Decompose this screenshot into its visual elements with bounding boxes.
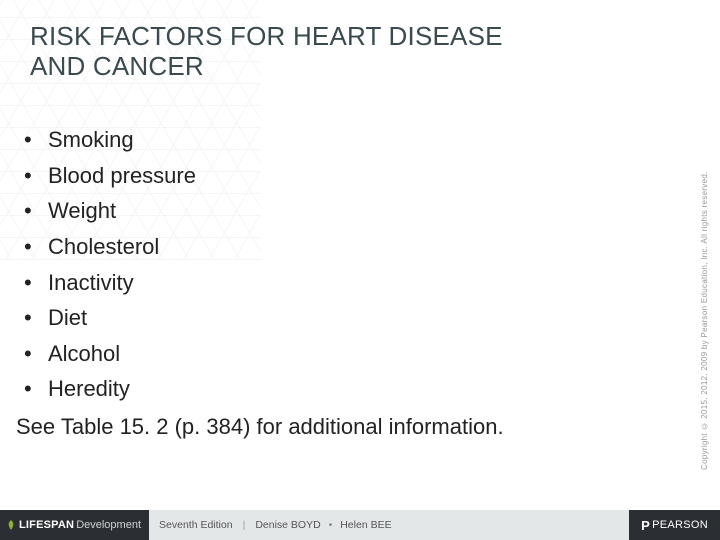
footer-brand-block: LIFESPAN Development	[0, 510, 149, 540]
bullet-text: Diet	[48, 305, 87, 330]
bullet-text: Heredity	[48, 376, 130, 401]
title-line-1: RISK FACTORS FOR HEART DISEASE	[30, 21, 503, 51]
title-line-2: AND CANCER	[30, 51, 204, 81]
pearson-logo-icon: P	[641, 518, 650, 533]
list-item: Inactivity	[16, 265, 660, 301]
list-item: Diet	[16, 300, 660, 336]
bullet-text: Inactivity	[48, 270, 134, 295]
bullet-text: Cholesterol	[48, 234, 159, 259]
list-item: Weight	[16, 193, 660, 229]
author2-first: Helen	[340, 519, 367, 531]
bullet-text: Blood pressure	[48, 163, 196, 188]
brand-name-light: Development	[76, 519, 141, 531]
list-item: Blood pressure	[16, 158, 660, 194]
author1-first: Denise	[255, 519, 288, 531]
author2-last: BEE	[371, 519, 392, 531]
footer-bar: LIFESPAN Development Seventh Edition | D…	[0, 510, 720, 540]
bullet-text: Alcohol	[48, 341, 120, 366]
brand-name-strong: LIFESPAN	[19, 519, 74, 531]
bullet-text: Weight	[48, 198, 116, 223]
slide: RISK FACTORS FOR HEART DISEASE AND CANCE…	[0, 0, 720, 540]
copyright-vertical: Copyright © 2015, 2012, 2009 by Pearson …	[700, 150, 716, 470]
slide-body: Smoking Blood pressure Weight Cholestero…	[16, 122, 660, 445]
author1-last: BOYD	[291, 519, 321, 531]
dot-separator-icon: •	[329, 519, 333, 531]
publisher-name: PEARSON	[652, 519, 708, 531]
list-item: Alcohol	[16, 336, 660, 372]
footer-publisher-block: P PEARSON	[629, 510, 720, 540]
list-item: Heredity	[16, 371, 660, 407]
list-item: Cholesterol	[16, 229, 660, 265]
footer-meta: Seventh Edition | Denise BOYD • Helen BE…	[149, 510, 629, 540]
edition-text: Seventh Edition	[159, 519, 233, 531]
see-table-note: See Table 15. 2 (p. 384) for additional …	[16, 409, 660, 445]
leaf-icon	[6, 520, 16, 530]
list-item: Smoking	[16, 122, 660, 158]
bullet-text: Smoking	[48, 127, 134, 152]
separator-icon: |	[243, 519, 246, 531]
bullet-list: Smoking Blood pressure Weight Cholestero…	[16, 122, 660, 407]
slide-title: RISK FACTORS FOR HEART DISEASE AND CANCE…	[30, 22, 680, 82]
